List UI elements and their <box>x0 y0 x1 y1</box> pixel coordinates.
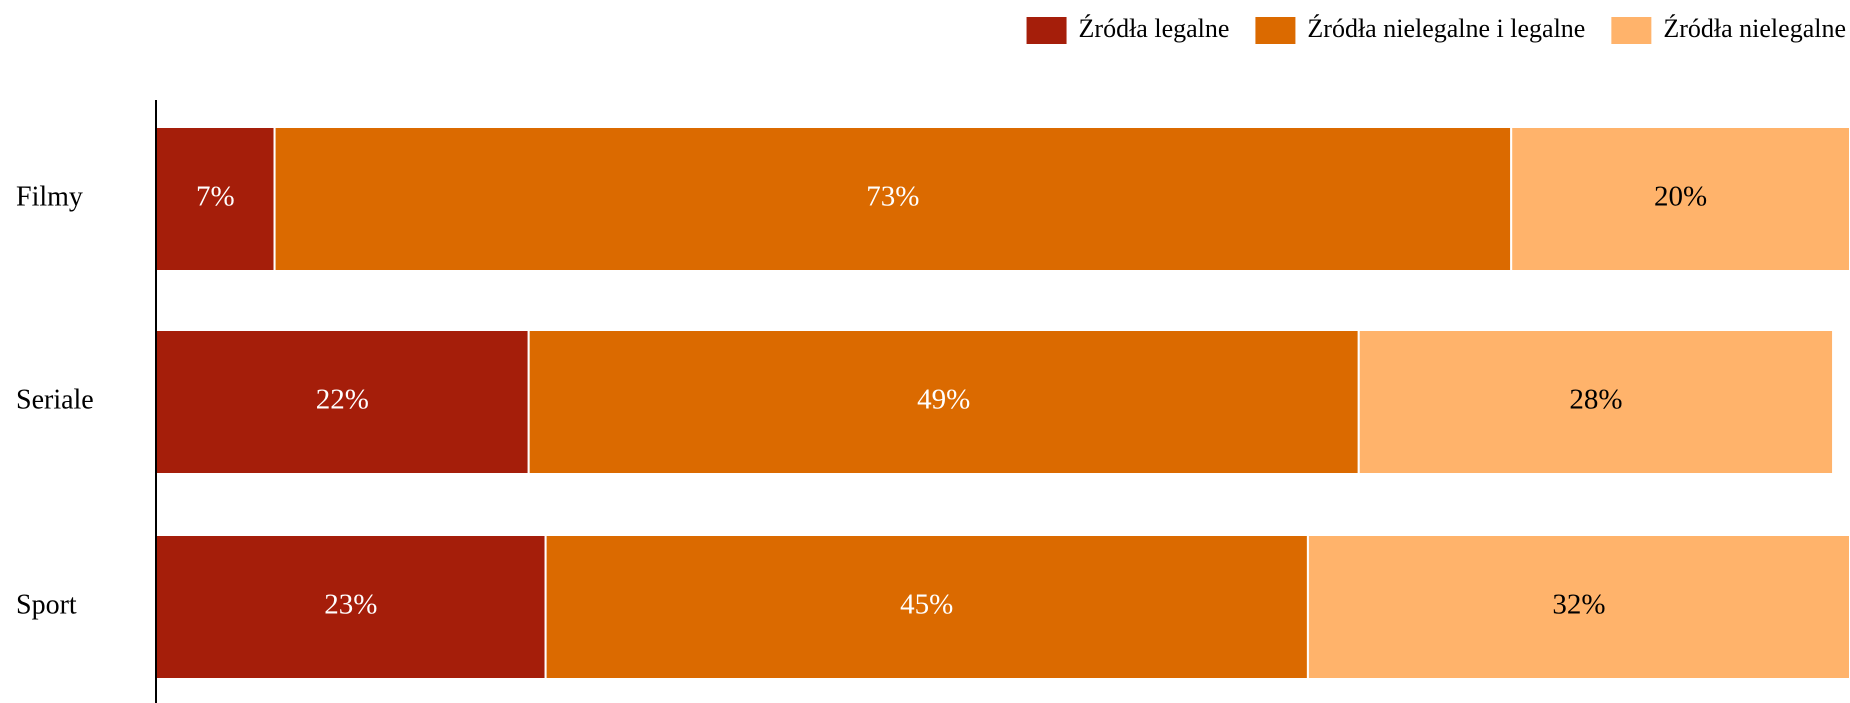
data-label: 23% <box>324 589 377 621</box>
bar-segment <box>155 329 530 475</box>
data-label: 49% <box>917 384 970 416</box>
legend-swatch <box>1255 17 1296 44</box>
data-label: 73% <box>866 181 919 213</box>
legend-label: Źródła legalne <box>1079 14 1230 43</box>
y-tick-label: Sport <box>16 589 77 620</box>
bar-segment <box>155 534 547 680</box>
data-label: 32% <box>1552 589 1605 621</box>
data-label: 45% <box>900 589 953 621</box>
legend-swatch <box>1026 17 1067 44</box>
legend-swatch <box>1611 17 1652 44</box>
legend-label: Źródła nielegalne i legalne <box>1307 14 1585 43</box>
bar-segment <box>155 126 276 272</box>
bar-segment <box>1306 534 1850 680</box>
y-tick-label: Filmy <box>16 181 83 212</box>
data-label: 20% <box>1654 181 1707 213</box>
y-tick-label: Seriale <box>16 384 94 415</box>
bar-segment <box>1357 329 1835 475</box>
bar-segment <box>273 126 1513 272</box>
data-label: 28% <box>1569 384 1622 416</box>
data-label: 7% <box>196 181 235 213</box>
bar-segment <box>544 534 1309 680</box>
legend-label: Źródła nielegalne <box>1663 14 1846 43</box>
bar-segment <box>527 329 1360 475</box>
bar-segment <box>1510 126 1850 272</box>
data-label: 22% <box>316 384 369 416</box>
